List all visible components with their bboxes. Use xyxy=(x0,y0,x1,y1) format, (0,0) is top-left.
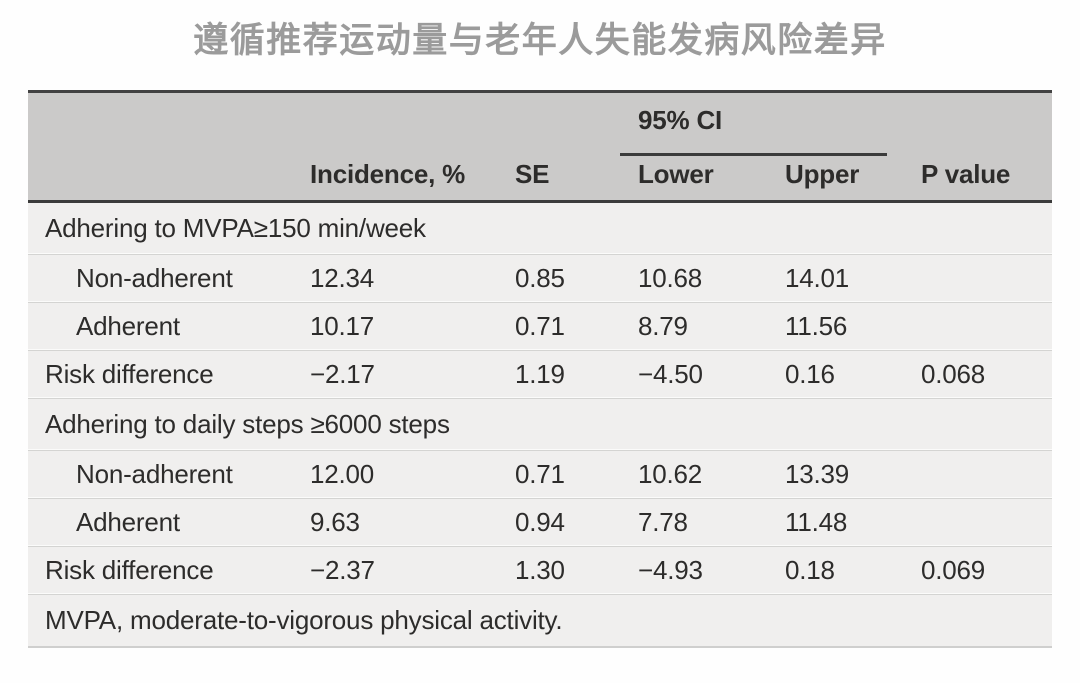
section-label: Adhering to daily steps ≥6000 steps xyxy=(45,408,450,439)
column-header-se: SE xyxy=(515,159,550,189)
table-header: 95% CI Incidence, % SE Lower Upper P val… xyxy=(28,90,1052,203)
cell-upper: 11.48 xyxy=(785,506,848,537)
cell-incidence: 10.17 xyxy=(310,310,375,341)
cell-se: 0.94 xyxy=(515,506,565,537)
row-label: Risk difference xyxy=(45,554,214,585)
section-header-steps: Adhering to daily steps ≥6000 steps xyxy=(28,399,1052,449)
cell-lower: −4.50 xyxy=(638,358,703,389)
footnote-text: MVPA, moderate-to-vigorous physical acti… xyxy=(45,605,563,635)
row-divider xyxy=(28,593,1052,595)
ci-group-header: 95% CI xyxy=(638,105,723,135)
cell-upper: 0.16 xyxy=(785,358,835,389)
cell-incidence: −2.37 xyxy=(310,554,375,585)
cell-lower: 8.79 xyxy=(638,310,688,341)
section-label: Adhering to MVPA≥150 min/week xyxy=(45,212,426,243)
table-row: Non-adherent 12.00 0.71 10.62 13.39 xyxy=(28,451,1052,497)
column-header-label xyxy=(28,159,310,190)
table-footnote-row: MVPA, moderate-to-vigorous physical acti… xyxy=(28,595,1052,646)
column-header-lower: Lower xyxy=(638,159,714,189)
row-divider xyxy=(28,545,1052,547)
ci-group-underline xyxy=(620,153,887,156)
row-divider xyxy=(28,349,1052,351)
row-divider xyxy=(28,301,1052,303)
table-row: Risk difference −2.37 1.30 −4.93 0.18 0.… xyxy=(28,547,1052,593)
table-row: Adherent 10.17 0.71 8.79 11.56 xyxy=(28,303,1052,349)
column-header-pvalue: P value xyxy=(921,159,1011,189)
row-divider xyxy=(28,397,1052,399)
cell-lower: 10.68 xyxy=(638,262,703,293)
cell-pvalue: 0.069 xyxy=(921,554,986,585)
column-header-upper: Upper xyxy=(785,159,860,189)
cell-se: 1.19 xyxy=(515,358,565,389)
cell-se: 0.85 xyxy=(515,262,565,293)
column-header-row: Incidence, % SE Lower Upper P value xyxy=(28,159,1052,190)
column-header-incidence: Incidence, % xyxy=(310,159,466,189)
section-header-mvpa: Adhering to MVPA≥150 min/week xyxy=(28,203,1052,253)
row-label: Adherent xyxy=(76,506,180,537)
cell-se: 0.71 xyxy=(515,310,565,341)
statistics-table: 95% CI Incidence, % SE Lower Upper P val… xyxy=(28,90,1052,648)
cell-upper: 0.18 xyxy=(785,554,835,585)
cell-se: 0.71 xyxy=(515,458,565,489)
row-label: Non-adherent xyxy=(76,262,233,293)
table-row: Adherent 9.63 0.94 7.78 11.48 xyxy=(28,499,1052,545)
row-divider xyxy=(28,497,1052,499)
cell-upper: 13.39 xyxy=(785,458,850,489)
table-row: Non-adherent 12.34 0.85 10.68 14.01 xyxy=(28,255,1052,301)
cell-incidence: 12.00 xyxy=(310,458,375,489)
cell-incidence: −2.17 xyxy=(310,358,375,389)
cell-lower: 7.78 xyxy=(638,506,688,537)
row-divider xyxy=(28,449,1052,451)
cell-se: 1.30 xyxy=(515,554,565,585)
table-body: Adhering to MVPA≥150 min/week Non-adhere… xyxy=(28,203,1052,648)
cell-upper: 11.56 xyxy=(785,310,848,341)
page-title: 遵循推荐运动量与老年人失能发病风险差异 xyxy=(193,21,887,60)
row-divider xyxy=(28,253,1052,255)
cell-lower: 10.62 xyxy=(638,458,703,489)
table-row: Risk difference −2.17 1.19 −4.50 0.16 0.… xyxy=(28,351,1052,397)
row-label: Non-adherent xyxy=(76,458,233,489)
cell-incidence: 9.63 xyxy=(310,506,360,537)
cell-pvalue: 0.068 xyxy=(921,358,986,389)
row-label: Risk difference xyxy=(45,358,214,389)
cell-upper: 14.01 xyxy=(785,262,850,293)
cell-incidence: 12.34 xyxy=(310,262,375,293)
cell-lower: −4.93 xyxy=(638,554,703,585)
row-label: Adherent xyxy=(76,310,180,341)
